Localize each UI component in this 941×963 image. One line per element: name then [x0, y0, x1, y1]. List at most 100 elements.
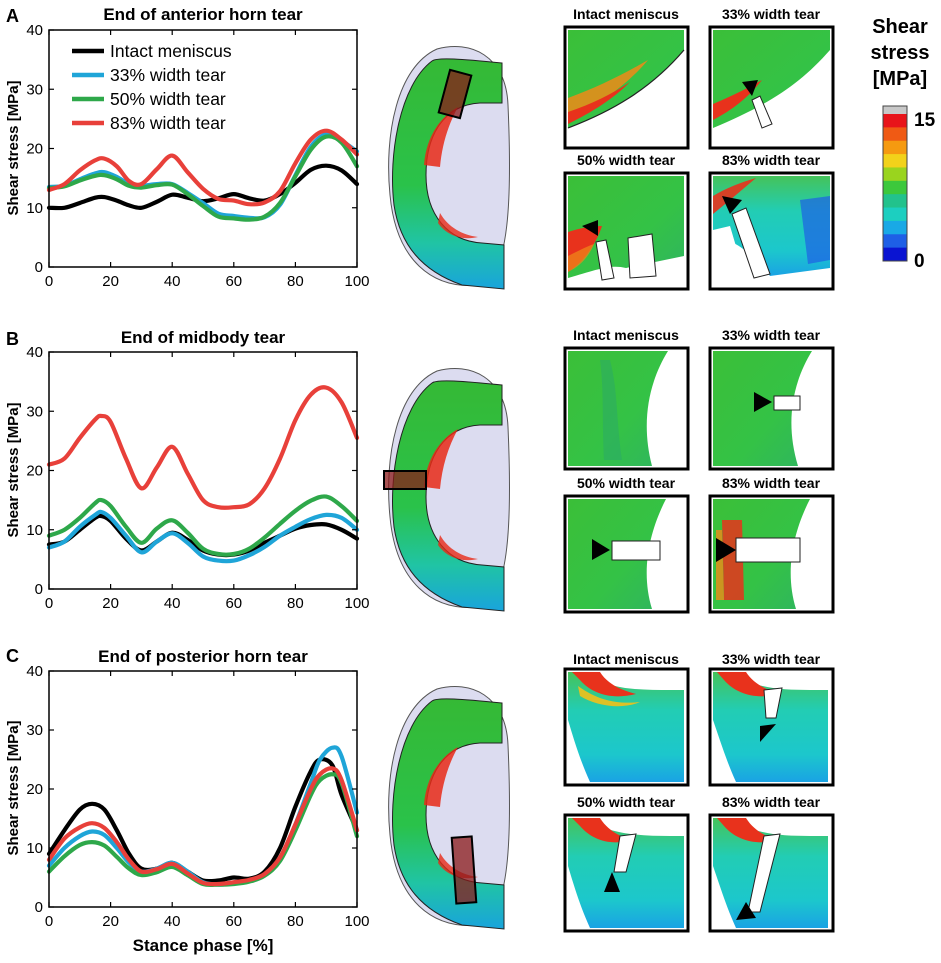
panel-c-y-label: Shear stress [MPa]: [5, 720, 22, 855]
inset-a-intact: Intact meniscus: [563, 6, 690, 150]
inset-label: Intact meniscus: [573, 651, 679, 667]
stress-hotspot: [438, 853, 478, 879]
inset-label: 50% width tear: [577, 475, 676, 491]
y-tick-label: 0: [35, 581, 43, 598]
panel-a-y-label: Shear stress [MPa]: [5, 80, 22, 215]
x-tick-label: 20: [102, 913, 119, 930]
stress-hotspot: [424, 429, 458, 489]
y-tick-label: 0: [35, 899, 43, 916]
series-line-83-width-tear: [46, 128, 360, 207]
colorbar-swatch: [883, 194, 907, 209]
y-tick-label: 30: [26, 403, 43, 420]
x-tick-label: 80: [287, 595, 304, 612]
inset-b-intact: Intact meniscus: [563, 327, 690, 471]
tear-arrow-icon: [742, 80, 758, 96]
axes-frame: [48, 351, 358, 590]
inset-a-83: 83% width tear: [708, 152, 835, 291]
shear-stress-colorbar: Shear stress [MPa] 15 0: [871, 16, 936, 272]
series-line-50-width-tear: [46, 494, 360, 557]
stress-hotspot: [438, 535, 478, 561]
inset-c-intact: Intact meniscus: [563, 651, 690, 787]
colorbar-swatch: [883, 234, 907, 249]
y-tick-label: 10: [26, 840, 43, 857]
y-tick-label: 40: [26, 663, 43, 680]
y-tick-label: 40: [26, 22, 43, 39]
tear-arrow-icon: [754, 392, 772, 412]
panel-b-y-label: Shear stress [MPa]: [5, 402, 22, 537]
tear-arrow-icon: [604, 872, 620, 892]
legend-label: 33% width tear: [110, 65, 226, 85]
colorbar-title-line: [MPa]: [873, 68, 927, 90]
colorbar-swatch: [883, 127, 907, 142]
colorbar-title-line: Shear: [872, 16, 928, 38]
colorbar-min-label: 0: [914, 251, 925, 272]
y-tick-label: 0: [35, 259, 43, 276]
inset-c-33: 33% width tear: [708, 651, 835, 787]
series-line-83-width-tear: [46, 385, 360, 510]
colorbar-swatches: [883, 106, 907, 262]
inset-label: 83% width tear: [722, 475, 821, 491]
panel-a-title: End of anterior horn tear: [103, 5, 303, 24]
panel-c-title: End of posterior horn tear: [98, 647, 308, 666]
inset-label: 33% width tear: [722, 327, 821, 343]
legend-label: 50% width tear: [110, 89, 226, 109]
inset-label: Intact meniscus: [573, 6, 679, 22]
inset-label: 50% width tear: [577, 794, 676, 810]
x-tick-label: 60: [225, 273, 242, 290]
panel-letter-c: C: [6, 646, 19, 666]
tear-location-marker: [437, 68, 473, 120]
series-line-intact-meniscus: [46, 513, 360, 558]
tear-arrow-icon: [716, 538, 736, 562]
y-tick-label: 10: [26, 200, 43, 217]
stress-hotspot: [424, 107, 458, 167]
colorbar-swatch: [883, 220, 907, 235]
panel-a-plot-area: 0 20 40 60 80 100 0 10 20 30 40 Intact meniscus 33% …: [26, 22, 369, 290]
colorbar-swatch: [883, 140, 907, 155]
x-tick-label: 0: [45, 913, 53, 930]
x-tick-label: 60: [225, 913, 242, 930]
y-tick-label: 10: [26, 522, 43, 539]
x-tick-label: 60: [225, 595, 242, 612]
colorbar-swatch: [883, 154, 907, 168]
colorbar-swatch: [883, 167, 907, 182]
tear-location-marker: [383, 470, 427, 490]
colorbar-swatch: [883, 180, 907, 195]
x-tick-label: 100: [344, 273, 369, 290]
y-tick-label: 20: [26, 141, 43, 158]
legend-label: Intact meniscus: [110, 41, 232, 61]
colorbar-max-label: 15: [914, 110, 936, 131]
inset-b-50: 50% width tear: [563, 475, 690, 614]
x-tick-label: 100: [344, 913, 369, 930]
y-tick-label: 40: [26, 344, 43, 361]
x-tick-label: 40: [164, 273, 181, 290]
panel-b-title: End of midbody tear: [121, 328, 286, 347]
legend: Intact meniscus 33% width tear 50% width t…: [72, 41, 232, 133]
x-tick-label: 20: [102, 273, 119, 290]
panel-b-chart: B End of midbody tear Shear stress [MPa]…: [5, 328, 370, 612]
x-tick-label: 0: [45, 595, 53, 612]
tear-location-marker: [450, 835, 478, 905]
colorbar-swatch: [883, 207, 907, 222]
y-tick-label: 20: [26, 781, 43, 798]
panel-letter-a: A: [6, 6, 19, 26]
x-tick-label: 100: [344, 595, 369, 612]
panel-a-chart: A End of anterior horn tear Shear stress…: [5, 5, 370, 290]
inset-a-33: 33% width tear: [708, 6, 835, 150]
tear-arrow-icon: [592, 539, 610, 560]
x-tick-label: 80: [287, 913, 304, 930]
tear-arrow-icon: [722, 196, 742, 214]
legend-label: 83% width tear: [110, 113, 226, 133]
colorbar-swatch: [883, 247, 907, 262]
x-tick-label: 80: [287, 273, 304, 290]
x-tick-label: 20: [102, 595, 119, 612]
inset-c-83: 83% width tear: [708, 794, 835, 933]
colorbar-swatch: [883, 106, 907, 114]
panel-letter-b: B: [6, 329, 19, 349]
panel-c-chart: C End of posterior horn tear Shear stres…: [5, 646, 370, 955]
series-line-33-width-tear: [46, 509, 360, 564]
meniscus-model-a: [388, 46, 511, 290]
y-tick-label: 20: [26, 463, 43, 480]
x-tick-label: 0: [45, 273, 53, 290]
colorbar-title-line: stress: [871, 42, 930, 64]
